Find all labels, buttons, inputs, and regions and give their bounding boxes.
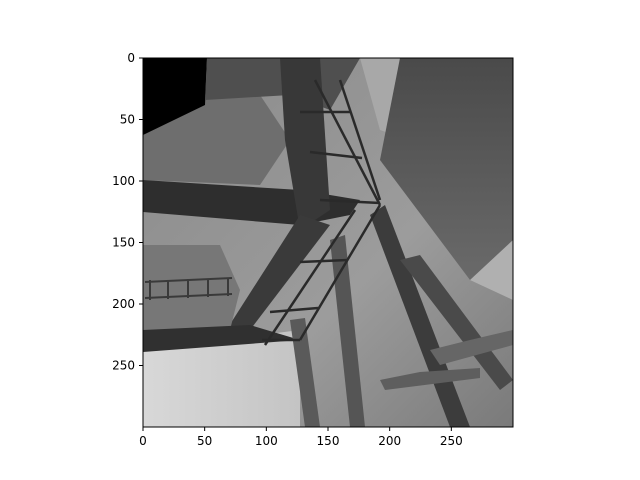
x-tick-label: 150 [317, 434, 340, 448]
x-tick-label: 50 [197, 434, 212, 448]
x-axis: 0 50 100 150 200 250 [139, 427, 463, 448]
x-tick-label: 0 [139, 434, 147, 448]
y-tick-label: 150 [112, 236, 135, 250]
y-tick-label: 250 [112, 359, 135, 373]
y-tick-label: 200 [112, 297, 135, 311]
y-tick-label: 100 [112, 174, 135, 188]
heatmap-image [143, 58, 513, 427]
y-axis: 0 50 100 150 200 250 [112, 51, 143, 373]
y-tick-label: 0 [127, 51, 135, 65]
x-tick-label: 250 [440, 434, 463, 448]
x-tick-label: 200 [378, 434, 401, 448]
y-tick-label: 50 [120, 113, 135, 127]
x-tick-label: 100 [255, 434, 278, 448]
